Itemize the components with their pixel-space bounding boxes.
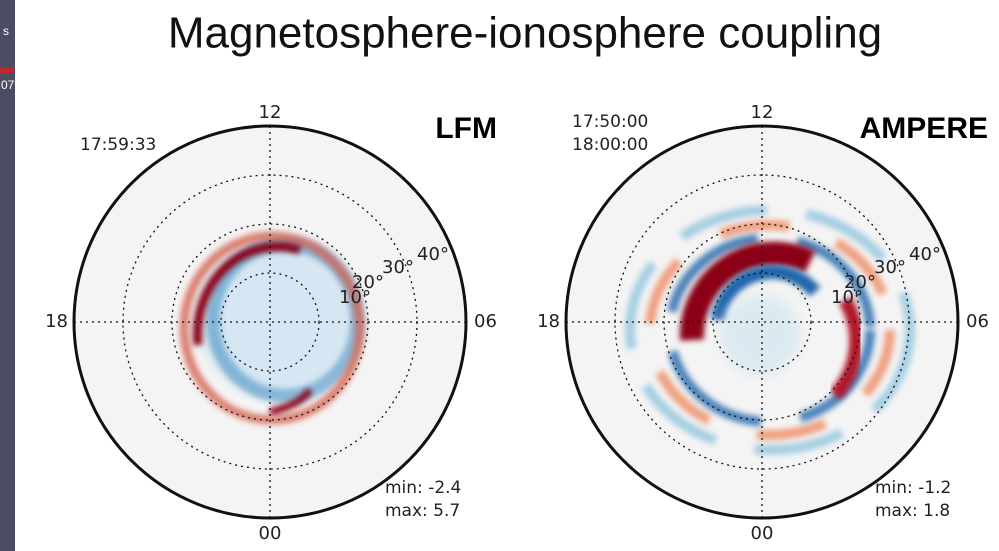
ring-label: 40°	[909, 244, 941, 265]
min-value: min: -1.2	[875, 478, 951, 498]
min-value: min: -2.4	[385, 478, 461, 498]
lfm-field	[74, 126, 466, 518]
hour-label: 00	[259, 523, 282, 544]
sidebar-text: s	[3, 24, 9, 38]
sidebar	[0, 0, 15, 551]
ring-label: 10°	[339, 287, 371, 308]
timestamp: 18:00:00	[572, 135, 648, 155]
hour-label: 12	[751, 102, 774, 123]
ring-label: 20°	[844, 272, 876, 293]
max-value: max: 5.7	[385, 501, 460, 521]
latitude-ring	[220, 272, 320, 372]
hour-label: 06	[474, 311, 497, 332]
ring-label: 30°	[874, 257, 906, 278]
timestamp: 17:50:00	[572, 112, 648, 132]
plot-border	[72, 124, 468, 520]
hour-label: 06	[966, 311, 989, 332]
hour-label: 12	[259, 102, 282, 123]
latitude-ring	[712, 272, 812, 372]
hour-label: 18	[537, 311, 560, 332]
hour-label: 18	[45, 311, 68, 332]
panel-label: AMPERE	[860, 112, 988, 145]
sidebar-bar	[0, 68, 14, 73]
ampere-field	[566, 126, 958, 518]
ring-label: 30°	[382, 257, 414, 278]
slide-title: Magnetosphere-ionosphere coupling	[168, 9, 882, 58]
hour-label: 00	[751, 523, 774, 544]
ring-label: 40°	[417, 244, 449, 265]
sidebar-text: 07	[1, 78, 15, 92]
ring-label: 10°	[831, 287, 863, 308]
panel-label: LFM	[435, 112, 497, 145]
plot-border	[564, 124, 960, 520]
ring-label: 20°	[352, 272, 384, 293]
timestamp: 17:59:33	[80, 135, 156, 155]
max-value: max: 1.8	[875, 501, 950, 521]
